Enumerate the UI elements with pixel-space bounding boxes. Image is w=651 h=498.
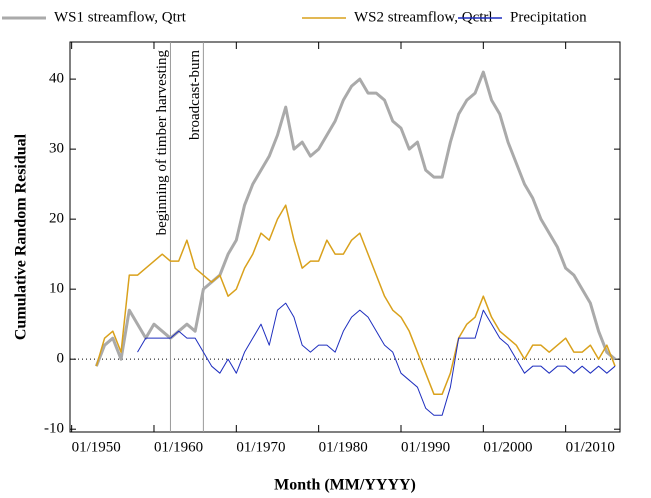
series-line — [137, 302, 616, 416]
legend-label: Precipitation — [510, 9, 587, 25]
y-tick-label: -10 — [44, 421, 64, 437]
y-tick-label: 20 — [49, 211, 64, 227]
series-line — [95, 204, 616, 395]
series-line — [94, 70, 617, 367]
x-tick-label: 01/2000 — [483, 439, 532, 455]
y-tick-label: 10 — [49, 281, 64, 297]
x-tick-label: 01/1960 — [154, 439, 203, 455]
annotation-text: beginning of timber harvesting — [154, 50, 170, 236]
y-tick-label: 30 — [49, 141, 64, 157]
x-tick-label: 01/1990 — [401, 439, 450, 455]
legend-label: WS1 streamflow, Qtrt — [54, 9, 187, 25]
y-tick-label: 40 — [49, 71, 64, 87]
legend-label: WS2 streamflow, Qctrl — [354, 9, 493, 25]
plot-frame — [69, 41, 621, 433]
y-tick-label: 0 — [57, 351, 65, 367]
x-axis-label: Month (MM/YYYY) — [274, 477, 416, 494]
x-tick-label: 01/1980 — [319, 439, 368, 455]
x-tick-label: 01/2010 — [566, 439, 615, 455]
annotation-text: broadcast-burn — [187, 50, 203, 140]
x-tick-label: 01/1950 — [72, 439, 121, 455]
y-axis-label: Cumulative Random Residual — [13, 133, 30, 340]
x-tick-label: 01/1970 — [236, 439, 285, 455]
